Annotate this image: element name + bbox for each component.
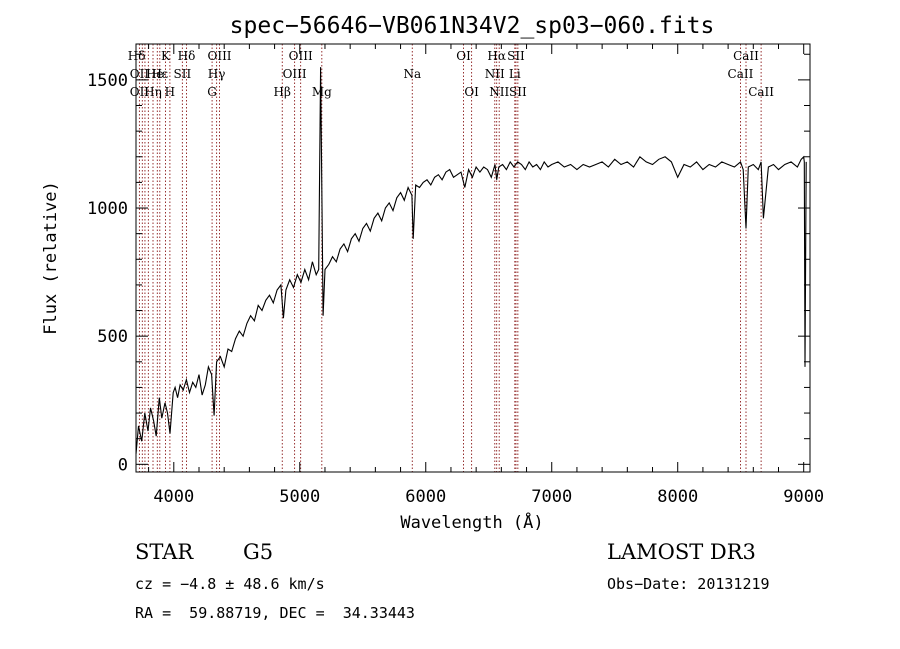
line-label: Li [509, 67, 521, 81]
x-axis-ticks: 4000 5000 6000 7000 8000 9000 [148, 44, 824, 507]
line-label: Mg [312, 85, 332, 99]
line-label: He [146, 67, 164, 81]
line-label: OIII [289, 49, 313, 63]
line-label: CaII [748, 85, 774, 99]
line-label: CaII [728, 67, 754, 81]
line-label: OII [130, 67, 150, 81]
line-label: Hγ [208, 67, 226, 81]
y-axis-label: Flux (relative) [41, 181, 61, 335]
x-tick-label: 9000 [783, 487, 824, 507]
line-label: K [161, 49, 171, 63]
line-label: OIII [207, 49, 231, 63]
spectrum-series [135, 67, 807, 455]
line-label: NII [489, 85, 509, 99]
object-class: STAR [135, 540, 194, 564]
line-label: OI [456, 49, 471, 63]
line-label: NII [485, 67, 505, 81]
line-label: SII [174, 67, 192, 81]
line-label: Hδ [128, 49, 146, 63]
x-tick-label: 4000 [153, 487, 194, 507]
line-label: H [165, 85, 175, 99]
line-label: Na [403, 67, 421, 81]
object-subclass: G5 [243, 540, 274, 564]
y-tick-label: 1000 [87, 199, 128, 219]
x-tick-label: 8000 [657, 487, 698, 507]
line-label: Hδ [178, 49, 196, 63]
plot-frame [135, 43, 811, 473]
y-tick-label: 500 [97, 327, 128, 347]
line-label: OI [464, 85, 479, 99]
line-label: OII [130, 85, 150, 99]
redshift-cz: cz = −4.8 ± 48.6 km/s [135, 575, 325, 593]
x-tick-label: 5000 [279, 487, 320, 507]
y-tick-label: 1500 [87, 71, 128, 91]
y-tick-label: 0 [118, 455, 128, 475]
observation-date: Obs−Date: 20131219 [607, 575, 770, 593]
line-label: Hη [144, 85, 162, 99]
survey-name: LAMOST DR3 [607, 540, 756, 564]
coordinates: RA = 59.88719, DEC = 34.33443 [135, 604, 415, 622]
x-tick-label: 7000 [531, 487, 572, 507]
line-label: SII [507, 49, 525, 63]
x-axis-label: Wavelength (Å) [400, 511, 543, 533]
line-label: OIII [283, 67, 307, 81]
line-label: CaII [733, 49, 759, 63]
chart-title: spec−56646−VB061N34V2_sp03−060.fits [230, 13, 715, 39]
line-label: G [207, 85, 217, 99]
x-tick-label: 6000 [405, 487, 446, 507]
line-label: Hε [151, 67, 168, 81]
y-axis-ticks: 0 500 1000 1500 [87, 53, 810, 475]
line-label: Hα [487, 49, 506, 63]
line-label: Hβ [274, 85, 291, 99]
line-label: SII [509, 85, 527, 99]
emission-line-markers [138, 44, 762, 472]
